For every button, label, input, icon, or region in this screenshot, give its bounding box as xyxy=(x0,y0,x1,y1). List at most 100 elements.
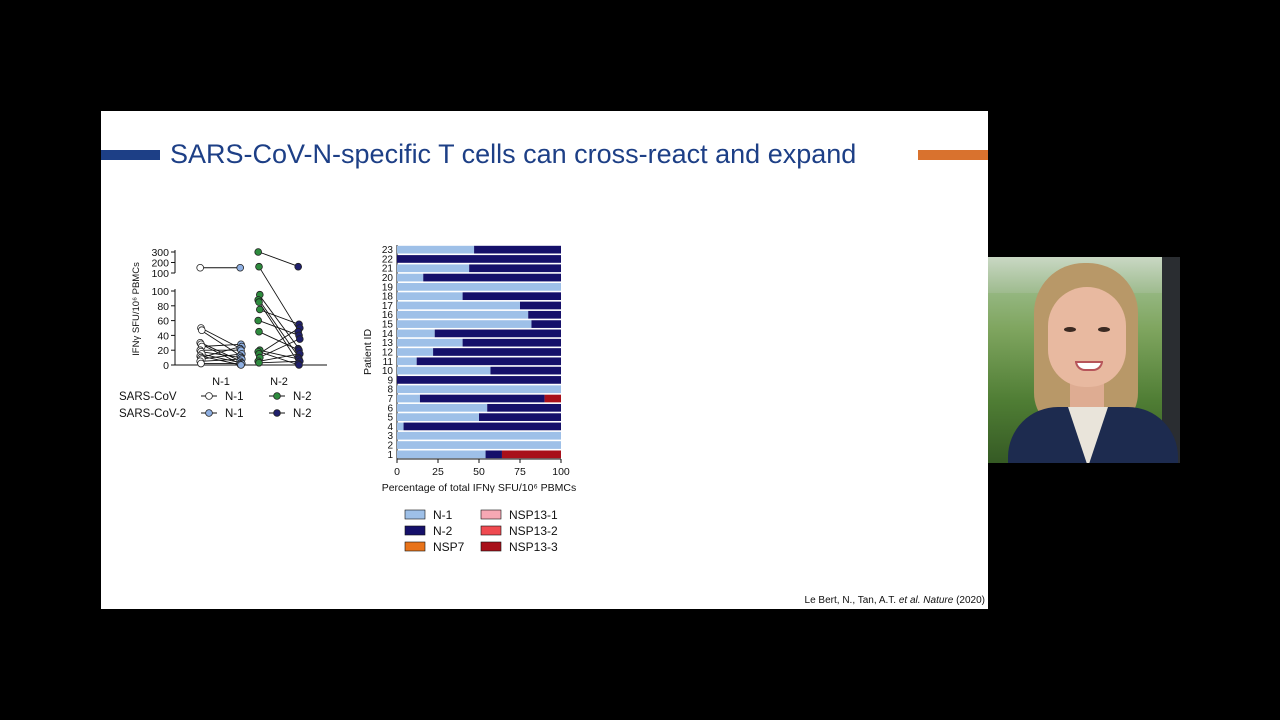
data-point xyxy=(255,358,263,367)
data-point xyxy=(198,326,206,335)
bar-segment xyxy=(397,310,529,319)
pair-line xyxy=(258,299,300,358)
x-tick-label: 100 xyxy=(552,466,570,478)
y-tick-label: 300 xyxy=(151,247,169,259)
patient-id-label: 21 xyxy=(382,264,394,275)
pair-line xyxy=(200,327,242,350)
pair-line xyxy=(258,327,300,355)
x-category-label: N-2 xyxy=(270,376,288,388)
pair-line xyxy=(258,351,300,366)
bar-segment xyxy=(397,264,470,273)
legend-entry: N-1 xyxy=(433,508,453,522)
data-point xyxy=(254,248,263,256)
bar-segment xyxy=(397,348,434,356)
data-point xyxy=(254,316,263,325)
citation: Le Bert, N., Tan, A.T. et al. Nature (20… xyxy=(805,595,985,606)
legend-swatch xyxy=(480,541,502,552)
bar-segment xyxy=(419,394,545,403)
pair-line xyxy=(258,266,300,332)
patient-id-label: 11 xyxy=(383,357,394,368)
patient-id-label: 14 xyxy=(382,329,394,340)
pair-line xyxy=(258,251,300,268)
pair-line xyxy=(258,320,300,336)
patient-id-label: 8 xyxy=(387,385,393,396)
bar-segment xyxy=(397,413,479,421)
bar-segment xyxy=(397,376,561,384)
legend-row-label: SARS-CoV-2 xyxy=(119,408,186,420)
legend-entry: N-2 xyxy=(293,391,312,403)
bar-segment xyxy=(490,366,561,375)
legend-marker xyxy=(205,409,213,417)
pair-line xyxy=(200,351,242,359)
bar-segment xyxy=(403,422,561,431)
data-point xyxy=(294,262,303,271)
legend-row-label: SARS-CoV xyxy=(119,391,177,403)
patient-id-label: 18 xyxy=(382,292,394,303)
patient-id-label: 17 xyxy=(382,301,394,312)
patient-id-label: 19 xyxy=(382,282,394,293)
pair-line xyxy=(258,309,300,325)
bar-segment xyxy=(462,292,561,301)
y-tick-label: 20 xyxy=(157,345,169,357)
bar-segment xyxy=(397,329,435,338)
citation-authors: Le Bert, N., Tan, A.T. xyxy=(804,595,899,606)
pair-line xyxy=(200,346,242,359)
bar-segment xyxy=(397,292,463,301)
x-tick-label: 25 xyxy=(432,466,444,478)
patient-id-label: 12 xyxy=(382,347,394,358)
legend-swatch xyxy=(404,541,426,552)
bar-segment xyxy=(501,450,561,459)
patient-id-label: 5 xyxy=(387,413,393,424)
patient-id-label: 15 xyxy=(382,320,394,331)
patient-id-label: 1 xyxy=(387,450,393,461)
y-tick-label: 0 xyxy=(163,360,169,372)
pair-line xyxy=(200,358,242,362)
data-point xyxy=(255,262,263,271)
patient-id-label: 4 xyxy=(387,422,393,433)
bar-segment xyxy=(433,348,561,356)
bar-segment xyxy=(397,422,404,431)
bar-segment xyxy=(397,385,561,394)
data-point xyxy=(237,361,245,369)
bar-segment xyxy=(434,329,561,338)
legend-entry: NSP13-2 xyxy=(509,524,558,538)
bar-segment xyxy=(462,338,561,347)
bar-segment xyxy=(397,283,561,291)
data-point xyxy=(255,298,263,306)
webcam-video xyxy=(988,257,1180,463)
patient-id-label: 3 xyxy=(387,431,393,442)
pair-line xyxy=(258,353,300,362)
legend-swatch xyxy=(404,509,426,520)
pair-line xyxy=(258,349,300,360)
legend-entry: N-2 xyxy=(433,524,453,538)
bar-segment xyxy=(397,255,561,263)
slide-title: SARS-CoV-N-specific T cells can cross-re… xyxy=(170,139,857,169)
bar-segment xyxy=(397,366,491,375)
x-tick-label: 0 xyxy=(394,466,400,478)
bar-segment xyxy=(397,338,463,347)
bar-segment xyxy=(397,245,475,254)
presentation-slide: SARS-CoV-N-specific T cells can cross-re… xyxy=(101,111,988,609)
patient-id-label: 10 xyxy=(382,366,394,377)
legend-entry: N-1 xyxy=(225,408,244,420)
data-point xyxy=(196,263,204,272)
legend-entry: NSP13-1 xyxy=(509,508,558,522)
pair-line xyxy=(258,338,300,359)
bar-segment xyxy=(520,301,561,310)
title-accent-bar-right xyxy=(918,150,988,160)
y-tick-label: 100 xyxy=(151,286,169,298)
data-point xyxy=(296,335,304,343)
y-axis-label: Patient ID xyxy=(362,329,374,376)
y-tick-label: 60 xyxy=(157,316,169,328)
data-point xyxy=(295,361,303,369)
bar-segment xyxy=(485,450,502,459)
pair-line xyxy=(258,294,300,349)
patient-id-label: 22 xyxy=(382,254,394,265)
pair-line xyxy=(200,353,242,360)
patient-id-label: 2 xyxy=(387,440,393,451)
legend-marker xyxy=(273,392,281,400)
x-axis-label: Percentage of total IFNγ SFU/10⁶ PBMCs xyxy=(382,482,577,494)
bar-segment xyxy=(397,441,561,449)
bar-segment xyxy=(397,320,532,328)
